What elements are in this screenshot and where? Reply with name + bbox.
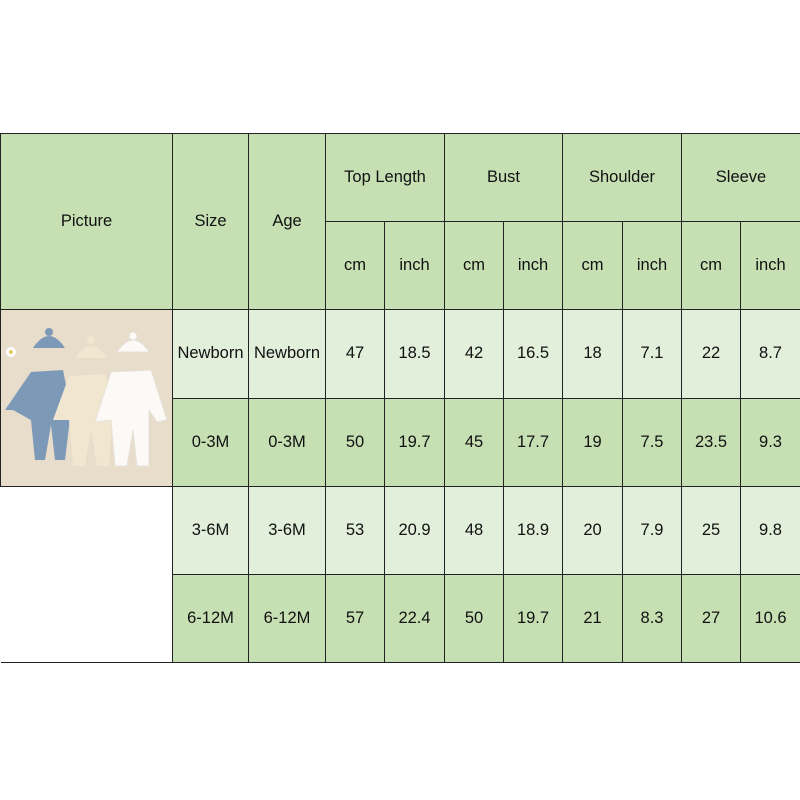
header-age: Age [248,133,326,310]
size-cell: 0-3M [172,397,249,487]
unit-cm: cm [681,221,741,310]
value-cell: 7.1 [622,309,682,399]
value-cell: 45 [444,397,504,487]
size-cell: 3-6M [172,486,249,575]
value-cell: 25 [681,486,741,575]
header-picture: Picture [0,133,173,310]
value-cell: 9.3 [739,397,800,487]
value-cell: 48 [444,486,504,575]
value-cell: 20 [562,486,623,575]
value-cell: 7.9 [622,486,682,575]
value-cell: 22.4 [384,574,445,663]
header-shoulder: Shoulder [562,133,682,222]
value-cell: 18 [562,309,623,399]
table-row: 0-3M 0-3M 50 19.7 45 17.7 19 7.5 23.5 9.… [1,397,800,487]
value-cell: 8.3 [622,574,682,663]
table-row: Newborn Newborn 47 18.5 42 16.5 18 7.1 2… [0,309,800,487]
value-cell: 19 [562,397,623,487]
value-cell: 7.5 [622,397,682,487]
size-cell: 6-12M [172,574,249,663]
value-cell: 17.7 [503,397,563,487]
age-cell: 6-12M [248,574,326,663]
value-cell: 22 [681,309,741,399]
age-cell: Newborn [248,309,326,399]
value-cell: 27 [681,574,741,663]
empty-picture-cell [0,486,173,663]
unit-cm: cm [444,221,504,310]
value-cell: 18.9 [503,486,563,575]
header-row-groups: Picture Size Age Top Length Bust Shoulde… [0,133,800,310]
header-bust: Bust [444,133,563,222]
unit-cm: cm [325,221,385,310]
unit-cm: cm [562,221,623,310]
value-cell: 57 [325,574,385,663]
age-cell: 0-3M [248,397,326,487]
header-top-length: Top Length [325,133,445,222]
unit-inch: inch [503,221,563,310]
value-cell: 19.7 [503,574,563,663]
value-cell: 16.5 [503,309,563,399]
value-cell: 47 [325,309,385,399]
size-cell: Newborn [172,309,249,399]
value-cell: 23.5 [681,397,741,487]
header-row-units: cm inch cm inch cm inch cm inch [1,221,800,310]
value-cell: 42 [444,309,504,399]
value-cell: 50 [444,574,504,663]
size-chart-table: Picture Size Age Top Length Bust Shoulde… [0,133,800,663]
baby-rompers-icon [1,310,172,486]
value-cell: 9.8 [739,486,800,575]
value-cell: 19.7 [384,397,445,487]
value-cell: 50 [325,397,385,487]
unit-inch: inch [739,221,800,310]
value-cell: 10.6 [739,574,800,663]
table-row: 3-6M 3-6M 53 20.9 48 18.9 20 7.9 25 9.8 [0,486,800,663]
value-cell: 21 [562,574,623,663]
header-sleeve: Sleeve [680,133,800,222]
table-row: 6-12M 6-12M 57 22.4 50 19.7 21 8.3 27 10… [1,574,800,663]
product-picture [0,309,173,487]
unit-inch: inch [384,221,445,310]
age-cell: 3-6M [248,486,326,575]
value-cell: 20.9 [384,486,445,575]
header-size: Size [172,133,249,310]
unit-inch: inch [622,221,682,310]
value-cell: 53 [325,486,385,575]
value-cell: 18.5 [384,309,445,399]
value-cell: 8.7 [739,309,800,399]
